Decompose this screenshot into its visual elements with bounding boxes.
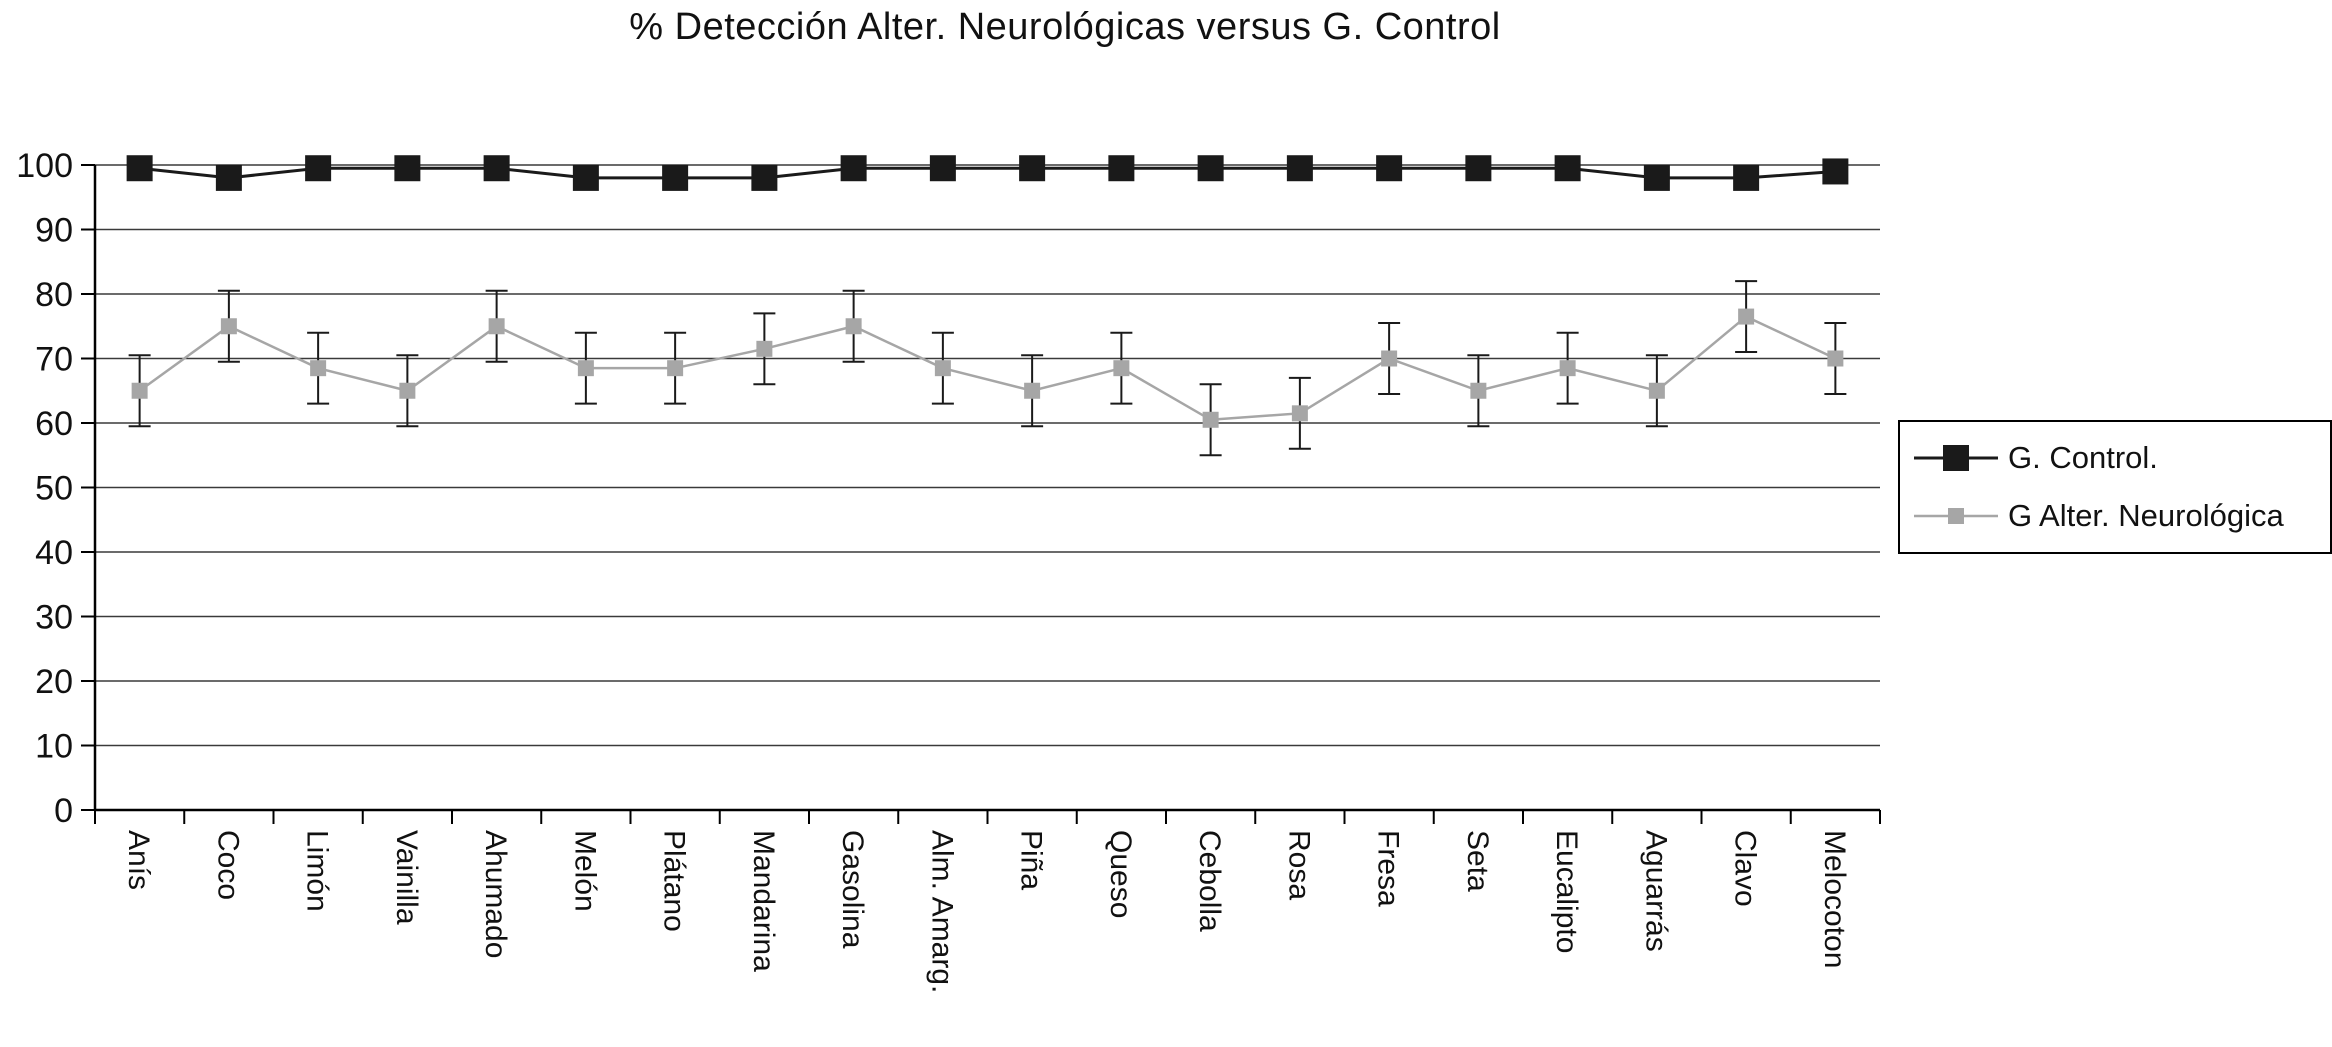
data-point-marker <box>840 155 867 182</box>
data-point-marker <box>399 382 416 399</box>
data-point-marker <box>215 164 242 191</box>
y-tick-label: 70 <box>35 340 73 378</box>
data-point-marker <box>488 318 505 335</box>
x-category-label: Vainilla <box>390 830 423 925</box>
data-point-marker <box>394 155 421 182</box>
data-point-marker <box>305 155 332 182</box>
x-category-label: Eucalipto <box>1550 830 1583 953</box>
chart-title: % Detección Alter. Neurológicas versus G… <box>629 6 1501 48</box>
data-point-marker <box>1019 155 1046 182</box>
legend: G. Control. G Alter. Neurológica <box>1898 420 2332 554</box>
data-point-marker <box>1822 158 1849 185</box>
y-tick-label: 10 <box>35 727 73 765</box>
y-tick-label: 100 <box>16 147 73 185</box>
data-point-marker <box>1197 155 1224 182</box>
data-point-marker <box>1733 164 1760 191</box>
y-tick-label: 80 <box>35 276 73 314</box>
x-category-label: Coco <box>211 830 244 900</box>
data-point-marker <box>751 164 778 191</box>
series-0 <box>126 155 1849 191</box>
data-point-marker <box>1381 350 1398 367</box>
data-point-marker <box>1554 155 1581 182</box>
x-category-label: Aguarrás <box>1639 830 1672 952</box>
x-category-label: Fresa <box>1372 830 1405 907</box>
data-point-marker <box>1643 164 1670 191</box>
x-category-label: Queso <box>1104 830 1137 918</box>
data-point-marker <box>1024 382 1041 399</box>
data-point-marker <box>1559 360 1576 377</box>
data-point-marker <box>1113 360 1130 377</box>
data-point-marker <box>1108 155 1135 182</box>
legend-square <box>1943 445 1969 471</box>
x-category-label: Melocoton <box>1818 830 1851 968</box>
x-category-label: Melón <box>568 830 601 912</box>
data-point-marker <box>577 360 594 377</box>
legend-label-control: G. Control. <box>2008 440 2158 475</box>
data-point-marker <box>126 155 153 182</box>
y-tick-label: 40 <box>35 534 73 572</box>
data-point-marker <box>1648 382 1665 399</box>
y-tick-label: 90 <box>35 211 73 249</box>
x-category-label: Seta <box>1461 830 1494 892</box>
y-axis-labels: 0 10 20 30 40 50 60 70 80 90 100 <box>16 147 95 830</box>
x-category-label: Limón <box>301 830 334 912</box>
data-point-marker <box>220 318 237 335</box>
data-point-marker <box>1827 350 1844 367</box>
y-tick-label: 0 <box>54 792 73 830</box>
legend-label-neurologica: G Alter. Neurológica <box>2008 498 2284 533</box>
data-point-marker <box>929 155 956 182</box>
data-point-marker <box>1470 382 1487 399</box>
y-tick-label: 60 <box>35 405 73 443</box>
series-1 <box>131 308 1844 428</box>
x-axis-labels: Anís Coco Limón Vainilla Ahumado Melón Plátano… <box>94 810 1881 993</box>
x-category-label: Clavo <box>1729 830 1762 907</box>
data-point-marker <box>483 155 510 182</box>
data-point-marker <box>662 164 689 191</box>
data-point-marker <box>310 360 327 377</box>
x-category-label: Alm. Amarg. <box>925 830 958 993</box>
x-category-label: Gasolina <box>836 830 869 949</box>
legend-item-control: G. Control. <box>1914 440 2324 476</box>
data-point-marker <box>1202 411 1219 428</box>
x-category-label: Rosa <box>1282 830 1315 900</box>
y-tick-label: 50 <box>35 469 73 507</box>
x-category-label: Mandarina <box>747 830 780 972</box>
x-category-label: Plátano <box>658 830 691 932</box>
data-point-marker <box>845 318 862 335</box>
legend-square <box>1948 508 1964 524</box>
legend-marker-neurologica-icon <box>1914 508 1998 524</box>
data-point-marker <box>1738 308 1755 325</box>
data-point-marker <box>1286 155 1313 182</box>
data-point-marker <box>1376 155 1403 182</box>
x-category-label: Cebolla <box>1193 830 1226 932</box>
data-point-marker <box>1291 405 1308 422</box>
data-point-marker <box>572 164 599 191</box>
gridlines <box>95 164 1880 811</box>
y-tick-label: 20 <box>35 663 73 701</box>
data-point-marker <box>934 360 951 377</box>
x-category-label: Piña <box>1015 830 1048 890</box>
series-line <box>139 166 1836 180</box>
data-point-marker <box>1465 155 1492 182</box>
data-point-marker <box>131 382 148 399</box>
series-line <box>138 315 1836 422</box>
error-bars <box>128 280 1847 457</box>
x-category-label: Anís <box>122 830 155 890</box>
data-point-marker <box>756 340 773 357</box>
data-point-marker <box>667 360 684 377</box>
legend-marker-control-icon <box>1914 445 1998 471</box>
legend-item-neurologica: G Alter. Neurológica <box>1914 498 2324 534</box>
x-category-label: Ahumado <box>479 830 512 958</box>
y-tick-label: 30 <box>35 598 73 636</box>
